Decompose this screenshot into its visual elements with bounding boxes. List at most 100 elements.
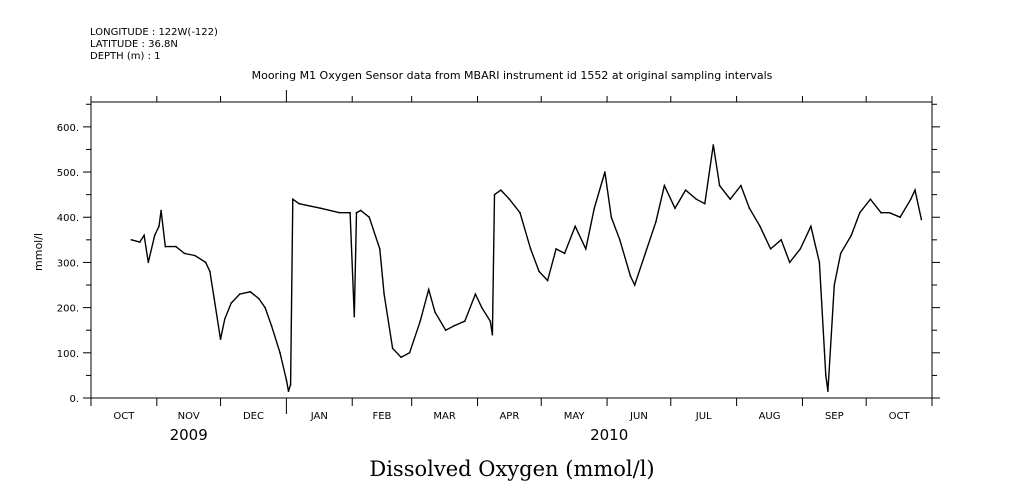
data-point xyxy=(291,198,294,200)
x-tick-label-month: OCT xyxy=(889,411,911,422)
data-point xyxy=(546,279,549,282)
data-point xyxy=(160,209,162,212)
data-point xyxy=(491,333,494,336)
data-point xyxy=(270,324,273,327)
data-point xyxy=(529,248,532,250)
data-point xyxy=(359,209,362,212)
data-point xyxy=(780,239,783,241)
data-point xyxy=(655,220,657,223)
data-point xyxy=(799,248,802,250)
data-point xyxy=(563,252,566,255)
data-point xyxy=(379,248,381,250)
data-point xyxy=(695,198,698,200)
data-point xyxy=(194,254,196,257)
data-point xyxy=(663,184,666,187)
data-point xyxy=(391,347,394,350)
data-point xyxy=(175,245,177,248)
data-point xyxy=(888,211,891,214)
data-point xyxy=(538,270,540,273)
data-point xyxy=(285,379,288,381)
data-point xyxy=(257,297,260,300)
data-point xyxy=(858,211,861,214)
data-point xyxy=(684,189,687,191)
data-point xyxy=(703,202,706,205)
data-point xyxy=(249,291,252,293)
data-point xyxy=(674,207,676,209)
data-point xyxy=(629,275,632,277)
data-point xyxy=(183,252,186,255)
data-point xyxy=(839,252,842,255)
data-point xyxy=(718,184,721,187)
data-point xyxy=(204,261,207,264)
chart-title: Mooring M1 Oxygen Sensor data from MBARI… xyxy=(252,69,773,82)
data-point xyxy=(769,248,772,250)
x-tick-label-month: NOV xyxy=(178,411,200,422)
data-point xyxy=(500,189,502,191)
data-point xyxy=(480,306,483,309)
data-point xyxy=(419,320,421,322)
data-point xyxy=(574,225,577,228)
data-point xyxy=(158,225,160,228)
latitude-label: LATITUDE : 36.8N xyxy=(90,39,178,50)
y-tick-label: 0. xyxy=(69,394,79,405)
x-axis-title: Dissolved Oxygen (mmol/l) xyxy=(369,457,654,481)
data-point xyxy=(383,293,385,295)
data-point xyxy=(213,297,215,300)
data-point xyxy=(833,284,836,286)
y-axis-title: mmol/l xyxy=(32,233,45,271)
data-point xyxy=(230,302,232,304)
data-point xyxy=(408,352,411,354)
data-point xyxy=(633,284,636,286)
y-tick-label: 400. xyxy=(57,213,79,224)
longitude-label: LONGITUDE : 122W(-122) xyxy=(90,27,218,38)
data-point xyxy=(223,318,226,320)
data-point xyxy=(289,383,292,386)
data-point xyxy=(434,311,436,313)
data-point xyxy=(444,329,447,332)
data-point xyxy=(729,198,732,200)
data-point xyxy=(338,211,341,214)
data-point xyxy=(349,211,351,214)
data-point xyxy=(355,211,358,214)
data-point xyxy=(427,288,430,291)
data-point xyxy=(400,356,402,359)
data-point xyxy=(139,241,141,243)
data-point xyxy=(818,261,821,264)
data-point xyxy=(508,198,511,200)
x-tick-label-month: JUN xyxy=(629,411,648,422)
data-point xyxy=(593,207,596,209)
x-tick-label-month: AUG xyxy=(759,411,781,422)
data-point xyxy=(489,320,492,322)
data-point xyxy=(319,207,322,209)
data-point xyxy=(740,184,742,187)
data-point xyxy=(759,225,761,228)
data-point xyxy=(219,338,222,341)
y-tick-label: 200. xyxy=(57,304,79,315)
data-point xyxy=(209,270,211,273)
data-point xyxy=(264,306,266,309)
data-point xyxy=(748,207,751,209)
data-point xyxy=(712,144,715,146)
data-point xyxy=(610,216,613,219)
data-point xyxy=(493,193,496,196)
data-point xyxy=(909,198,912,200)
y-tick-label: 300. xyxy=(57,258,79,269)
x-year-label: 2010 xyxy=(590,426,628,444)
data-point xyxy=(463,320,466,322)
data-point xyxy=(143,234,145,237)
x-year-label: 2009 xyxy=(170,426,208,444)
depth-label: DEPTH (m) : 1 xyxy=(90,51,161,62)
plot-frame xyxy=(90,101,933,399)
x-tick-label-month: OCT xyxy=(113,411,135,422)
data-point xyxy=(279,352,281,354)
x-tick-label-month: APR xyxy=(499,411,519,422)
data-point xyxy=(238,293,241,295)
data-point xyxy=(353,315,356,318)
x-tick-label-month: SEP xyxy=(825,411,844,422)
data-point xyxy=(519,211,521,214)
x-tick-label-month: MAY xyxy=(564,411,586,422)
data-point xyxy=(920,218,923,221)
x-tick-label-month: MAR xyxy=(433,411,455,422)
